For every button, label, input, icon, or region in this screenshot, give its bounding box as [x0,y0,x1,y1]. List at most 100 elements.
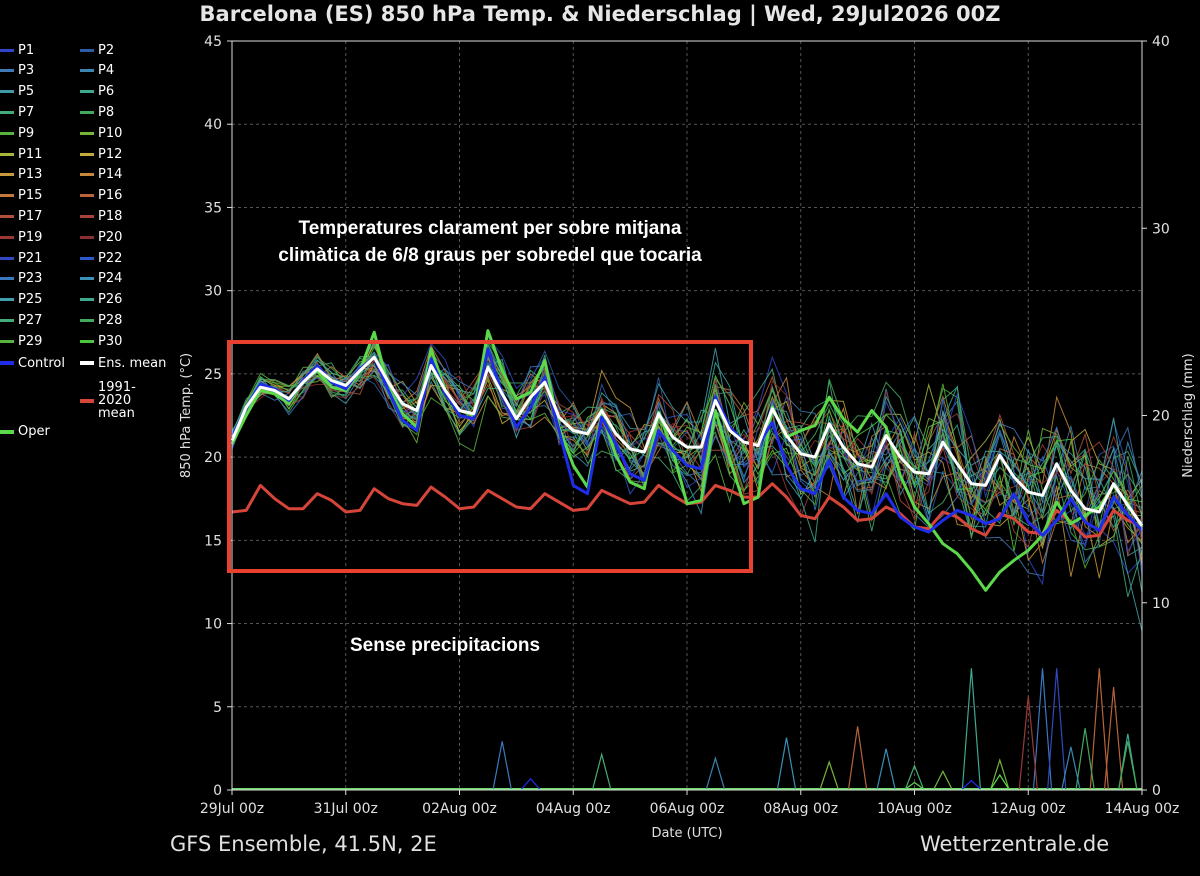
y2-tick-label: 40 [1152,34,1170,50]
precip-spike [492,741,512,790]
legend-item-p20: P20 [80,229,122,245]
legend-item-p7: P7 [0,104,34,120]
precip-spike [933,769,953,790]
legend-swatch [80,173,94,177]
legend-swatch [0,214,14,218]
precip-spike [776,737,797,790]
legend-label: P23 [18,271,43,287]
x-tick-label: 14Aug 00z [1105,801,1180,817]
legend-item-1991-2020-mean: 1991-2020 mean [80,381,168,420]
legend-label: P28 [98,312,123,328]
precip-spike [1104,686,1124,790]
legend-item-p13: P13 [0,167,42,183]
legend-label: 1991-2020 mean [98,380,136,422]
legend-label: P11 [18,146,43,162]
y-tick-label: 20 [204,450,222,466]
legend-label: P18 [98,208,123,224]
legend-item-p14: P14 [80,167,122,183]
legend-item-p15: P15 [0,188,42,204]
legend-item-p2: P2 [80,42,114,58]
precip-spike [990,773,1010,790]
legend-item-p26: P26 [80,292,122,308]
precipitation-spikes [232,668,1142,790]
legend-swatch [0,110,14,114]
legend-swatch [80,152,94,156]
legend-item-p28: P28 [80,312,122,328]
legend-swatch [0,277,14,281]
legend-item-p30: P30 [80,333,122,349]
precip-spike [961,779,981,790]
legend-label: P8 [98,104,115,120]
annotation-precipitation: Sense precipitacions [350,635,541,656]
legend-item-p16: P16 [80,188,122,204]
y-tick-label: 25 [204,367,222,383]
legend-swatch [80,131,94,135]
legend-swatch [0,48,14,52]
legend-swatch [0,361,14,365]
legend-item-oper: Oper [0,424,50,440]
precip-spike [1089,668,1109,790]
legend-label: P6 [98,84,115,100]
chart-title: Barcelona (ES) 850 hPa Temp. & Niedersch… [199,2,1001,26]
y-tick-label: 0 [213,783,222,799]
x-axis-label: Date (UTC) [651,826,722,841]
legend-item-p1: P1 [0,42,34,58]
precip-spike [592,752,612,790]
legend-swatch [80,318,94,322]
precip-spike [1047,668,1067,790]
precip-spike [961,668,981,790]
legend-label: P30 [98,333,123,349]
legend-item-p29: P29 [0,333,42,349]
legend-swatch [80,235,94,239]
y-tick-label: 35 [204,200,222,216]
y-tick-label: 45 [204,34,222,50]
precip-spike [990,757,1010,790]
model-info: GFS Ensemble, 41.5N, 2E [170,832,437,856]
legend-item-p3: P3 [0,63,34,79]
y2-tick-label: 30 [1152,221,1170,237]
legend-label: P3 [18,63,35,79]
legend-label: P7 [18,104,35,120]
x-tick-label: 12Aug 00z [991,801,1066,817]
y2-tick-label: 10 [1152,596,1170,612]
series-line-oper [230,329,1144,592]
legend-label: P9 [18,125,35,141]
legend-item-p19: P19 [0,229,42,245]
legend-label: P20 [98,229,123,245]
member-line-p25 [231,348,1143,632]
legend-label: P22 [98,250,123,266]
precip-spike [819,759,839,790]
legend-label: P10 [98,125,123,141]
y-tick-label: 10 [204,617,222,633]
legend-swatch [80,90,94,94]
legend-swatch [80,194,94,198]
precip-spike [905,781,924,790]
legend-swatch [0,235,14,239]
legend-label: P1 [18,42,35,58]
legend-swatch [80,398,94,403]
legend-label: P15 [18,188,43,204]
legend-swatch [80,256,94,260]
legend-swatch [0,90,14,94]
legend-item-p23: P23 [0,271,42,287]
legend-swatch [80,298,94,302]
legend-item-p24: P24 [80,271,122,287]
precip-spike [1018,696,1038,790]
legend-item-control: Control [0,355,65,371]
legend-swatch [0,69,14,73]
y-tick-label: 5 [213,700,222,716]
legend-swatch [0,194,14,198]
legend-label: P19 [18,229,43,245]
y-axis-label: 850 hPa Temp. (°C) [179,353,194,478]
legend-swatch [0,339,14,343]
legend-swatch [0,298,14,302]
legend-label: P2 [98,42,115,58]
legend-swatch [80,110,94,114]
legend-label: Control [18,355,65,371]
y2-axis-label: Niederschlag (mm) [1181,353,1196,478]
legend-swatch [0,173,14,177]
legend-swatch [80,339,94,343]
legend-label: P29 [18,333,43,349]
x-tick-label: 06Aug 00z [650,801,725,817]
x-tick-label: 02Aug 00z [422,801,497,817]
